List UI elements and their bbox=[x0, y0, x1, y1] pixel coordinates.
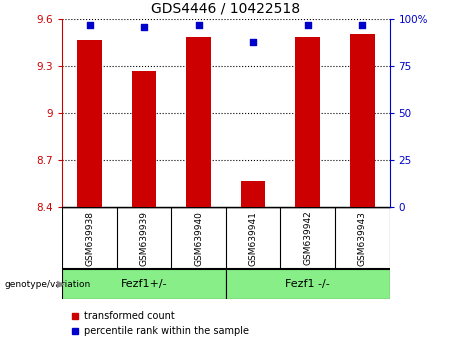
Point bbox=[195, 22, 202, 28]
Bar bbox=[132, 71, 156, 207]
Text: ▶: ▶ bbox=[57, 279, 64, 289]
Text: Fezf1 -/-: Fezf1 -/- bbox=[285, 279, 330, 289]
Text: GSM639943: GSM639943 bbox=[358, 211, 367, 266]
Legend: transformed count, percentile rank within the sample: transformed count, percentile rank withi… bbox=[67, 308, 253, 340]
Point bbox=[304, 22, 311, 28]
Title: GDS4446 / 10422518: GDS4446 / 10422518 bbox=[151, 1, 301, 16]
Text: GSM639942: GSM639942 bbox=[303, 211, 312, 266]
Point bbox=[249, 39, 257, 45]
Text: GSM639939: GSM639939 bbox=[140, 211, 148, 266]
Text: GSM639940: GSM639940 bbox=[194, 211, 203, 266]
Bar bbox=[186, 37, 211, 207]
Bar bbox=[350, 34, 374, 207]
Bar bbox=[226, 269, 390, 299]
Point bbox=[86, 22, 93, 28]
Text: genotype/variation: genotype/variation bbox=[5, 280, 91, 289]
Bar bbox=[77, 40, 102, 207]
Bar bbox=[296, 37, 320, 207]
Text: GSM639941: GSM639941 bbox=[248, 211, 258, 266]
Point bbox=[140, 24, 148, 30]
Text: GSM639938: GSM639938 bbox=[85, 211, 94, 266]
Bar bbox=[62, 269, 226, 299]
Point bbox=[359, 22, 366, 28]
Text: Fezf1+/-: Fezf1+/- bbox=[121, 279, 167, 289]
Bar bbox=[241, 181, 266, 207]
